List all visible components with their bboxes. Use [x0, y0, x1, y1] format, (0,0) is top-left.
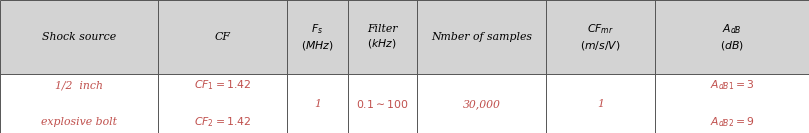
Text: CF: CF — [214, 32, 231, 42]
Text: 1: 1 — [314, 99, 321, 109]
Text: $CF_2=1.42$: $CF_2=1.42$ — [193, 115, 252, 129]
Text: Shock source: Shock source — [42, 32, 116, 42]
Bar — [0, 74, 809, 133]
Text: $F_s$
$(MHz)$: $F_s$ $(MHz)$ — [301, 22, 334, 52]
Text: 1/2  inch: 1/2 inch — [55, 80, 103, 90]
Text: explosive bolt: explosive bolt — [41, 117, 116, 127]
Text: $A_{dB}$
$(dB)$: $A_{dB}$ $(dB)$ — [720, 22, 744, 52]
Text: $A_{dB2}=9$: $A_{dB2}=9$ — [709, 115, 755, 129]
Text: Nmber of samples: Nmber of samples — [431, 32, 532, 42]
Text: $0.1{\sim}100$: $0.1{\sim}100$ — [356, 98, 409, 110]
Text: $A_{dB1}=3$: $A_{dB1}=3$ — [709, 78, 755, 92]
Text: 30,000: 30,000 — [463, 99, 500, 109]
Text: 1: 1 — [597, 99, 604, 109]
Text: $CF_1=1.42$: $CF_1=1.42$ — [193, 78, 252, 92]
Text: Filter
$(kHz)$: Filter $(kHz)$ — [367, 24, 397, 50]
Bar — [0, 0, 809, 74]
Text: $CF_{mr}$
$(m/s/V)$: $CF_{mr}$ $(m/s/V)$ — [580, 22, 621, 52]
